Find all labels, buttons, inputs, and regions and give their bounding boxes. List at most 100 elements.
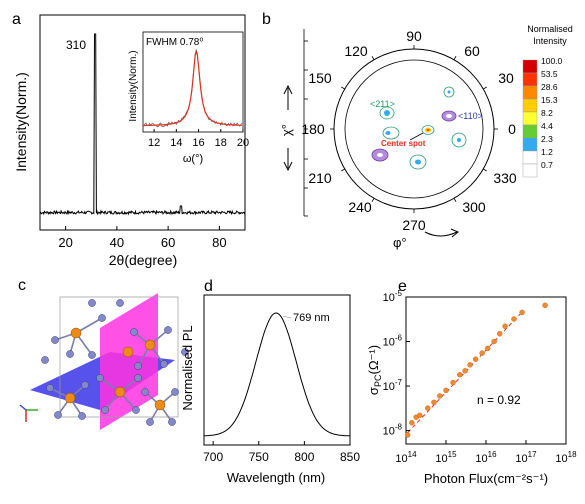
spot-211-c xyxy=(371,148,389,162)
colorbar-title-1: Normalised xyxy=(527,24,573,34)
colorbar-swatch-6 xyxy=(522,137,538,152)
angle-0: 0 xyxy=(508,121,516,137)
panel-a-xticks: 20 40 60 80 xyxy=(58,226,227,250)
chi-arrow-down xyxy=(283,148,293,172)
inset-tick-label-18: 18 xyxy=(215,137,227,149)
data-point-12 xyxy=(472,356,479,362)
pole-figure-outer xyxy=(333,48,495,210)
colorbar-label-6: 2.3 xyxy=(541,134,553,144)
fit-label: n = 0.92 xyxy=(477,393,521,407)
tick-label-40: 40 xyxy=(110,235,124,250)
colorbar-swatch-5 xyxy=(522,124,538,139)
d-tick-label-850: 850 xyxy=(340,450,360,464)
e-xtick-label-16: 1016 xyxy=(475,450,497,465)
colorbar-swatch-8 xyxy=(522,163,538,178)
inset-ylabel: Intensity(Norm.) xyxy=(128,50,139,121)
panel-a-ylabel: Intensity(Norm.) xyxy=(13,72,29,172)
data-point-9 xyxy=(456,371,463,378)
phi-label: φ° xyxy=(393,235,407,250)
panel-a-inset: FWHM 0.78⁰ 12 14 16 18 20 ω(°) Intensity(Nor… xyxy=(128,31,249,165)
panel-c: c xyxy=(18,277,189,430)
colorbar-swatch-4 xyxy=(522,111,538,126)
angle-300: 300 xyxy=(462,199,486,215)
e-xtick-label-14: 1014 xyxy=(395,450,417,465)
colorbar-swatch-1 xyxy=(522,72,538,87)
colorbar-label-5: 4.4 xyxy=(541,121,553,131)
panel-d: d 769 nm 700 750 800 850 Wavelength (nm) No… xyxy=(180,278,360,485)
panel-b: b 90 120 60 150 30 180 0 210 330 240 300… xyxy=(262,11,573,250)
panel-e-frame xyxy=(405,296,567,445)
e-ytick-label--7: 10-7 xyxy=(383,378,403,393)
ring-tick-240 xyxy=(371,198,375,202)
panel-e-xlabel: Photon Flux(cm⁻²s⁻¹) xyxy=(424,471,548,486)
colorbar-label-0: 100.0 xyxy=(541,56,563,66)
panel-a: a 310 20 40 60 80 2θ(degree) Intensity(Norm… xyxy=(12,11,249,268)
e-ytick-label--5: 10-5 xyxy=(383,289,403,304)
data-point-8 xyxy=(450,379,456,386)
data-point-19 xyxy=(519,309,525,316)
colorbar: 100.0 53.5 28.6 15.3 8.2 4.4 2.3 1.2 0.7 xyxy=(522,56,563,178)
label-211: <211> xyxy=(370,99,395,109)
spot-211-f xyxy=(451,132,467,148)
data-point-13 xyxy=(479,350,485,356)
panel-e-points xyxy=(404,302,548,438)
inset-fit-curve xyxy=(143,50,242,127)
chi-axis-ticks xyxy=(304,40,308,217)
panel-d-xticks: 700 750 800 850 xyxy=(203,441,360,464)
xrd-peak-label: 310 xyxy=(66,38,86,52)
spot-center xyxy=(421,125,435,135)
angle-30: 30 xyxy=(498,70,514,86)
colorbar-label-3: 15.3 xyxy=(541,95,558,105)
inset-tick-label-20: 20 xyxy=(237,137,249,149)
inset-tick-label-14: 14 xyxy=(170,137,182,149)
pole-figure-inner xyxy=(344,59,484,199)
data-point-14 xyxy=(484,345,491,352)
d-tick-label-700: 700 xyxy=(203,450,223,464)
panel-d-frame xyxy=(203,294,351,446)
xrd-baseline xyxy=(39,33,246,216)
angle-180: 180 xyxy=(301,121,325,137)
ring-tick-30 xyxy=(483,86,487,90)
data-point-1 xyxy=(409,420,415,426)
panel-e-ticks: 1014 1015 1016 1017 1018 10-8 10-7 10-6 10-5 xyxy=(383,289,577,465)
pl-spectrum xyxy=(204,312,351,437)
spot-211-d xyxy=(409,154,427,170)
e-xtick-label-17: 1017 xyxy=(515,450,537,465)
data-point-15 xyxy=(491,338,497,345)
e-ytick-label--8: 10-8 xyxy=(383,423,403,438)
angle-90: 90 xyxy=(406,28,422,44)
colorbar-swatch-2 xyxy=(522,85,538,100)
phi-arrow xyxy=(424,228,459,238)
panel-d-ylabel: Normalised PL xyxy=(180,325,195,410)
label-center-spot: Center spot xyxy=(381,139,426,148)
colorbar-label-8: 0.7 xyxy=(541,160,553,170)
tick-label-80: 80 xyxy=(212,235,226,250)
pl-peak-label: 769 nm xyxy=(293,312,330,324)
pl-peak-leader xyxy=(282,315,292,319)
colorbar-swatch-3 xyxy=(522,98,538,113)
data-point-4 xyxy=(425,405,431,411)
data-point-18 xyxy=(511,316,517,322)
data-point-10 xyxy=(462,368,468,374)
data-point-7 xyxy=(443,387,449,394)
ring-tick-210 xyxy=(341,168,345,172)
panel-letter-e: e xyxy=(398,278,407,295)
ring-tick-300 xyxy=(453,198,457,202)
inset-tick-label-12: 12 xyxy=(148,137,160,149)
colorbar-swatch-0 xyxy=(522,59,538,74)
ring-tick-60 xyxy=(453,56,457,60)
inset-xlabel: ω(°) xyxy=(183,153,203,165)
angle-330: 330 xyxy=(493,170,517,186)
ring-tick-330 xyxy=(483,168,487,172)
angle-240: 240 xyxy=(348,199,372,215)
panel-letter-b: b xyxy=(262,11,271,28)
data-point-3 xyxy=(416,412,423,419)
spot-211-a xyxy=(379,106,395,120)
data-point-6 xyxy=(437,393,443,399)
data-point-0 xyxy=(404,432,411,438)
panel-letter-d: d xyxy=(204,278,213,295)
e-xtick-label-15: 1015 xyxy=(435,450,457,465)
d-tick-label-800: 800 xyxy=(294,450,314,464)
spot-110 xyxy=(441,110,457,122)
